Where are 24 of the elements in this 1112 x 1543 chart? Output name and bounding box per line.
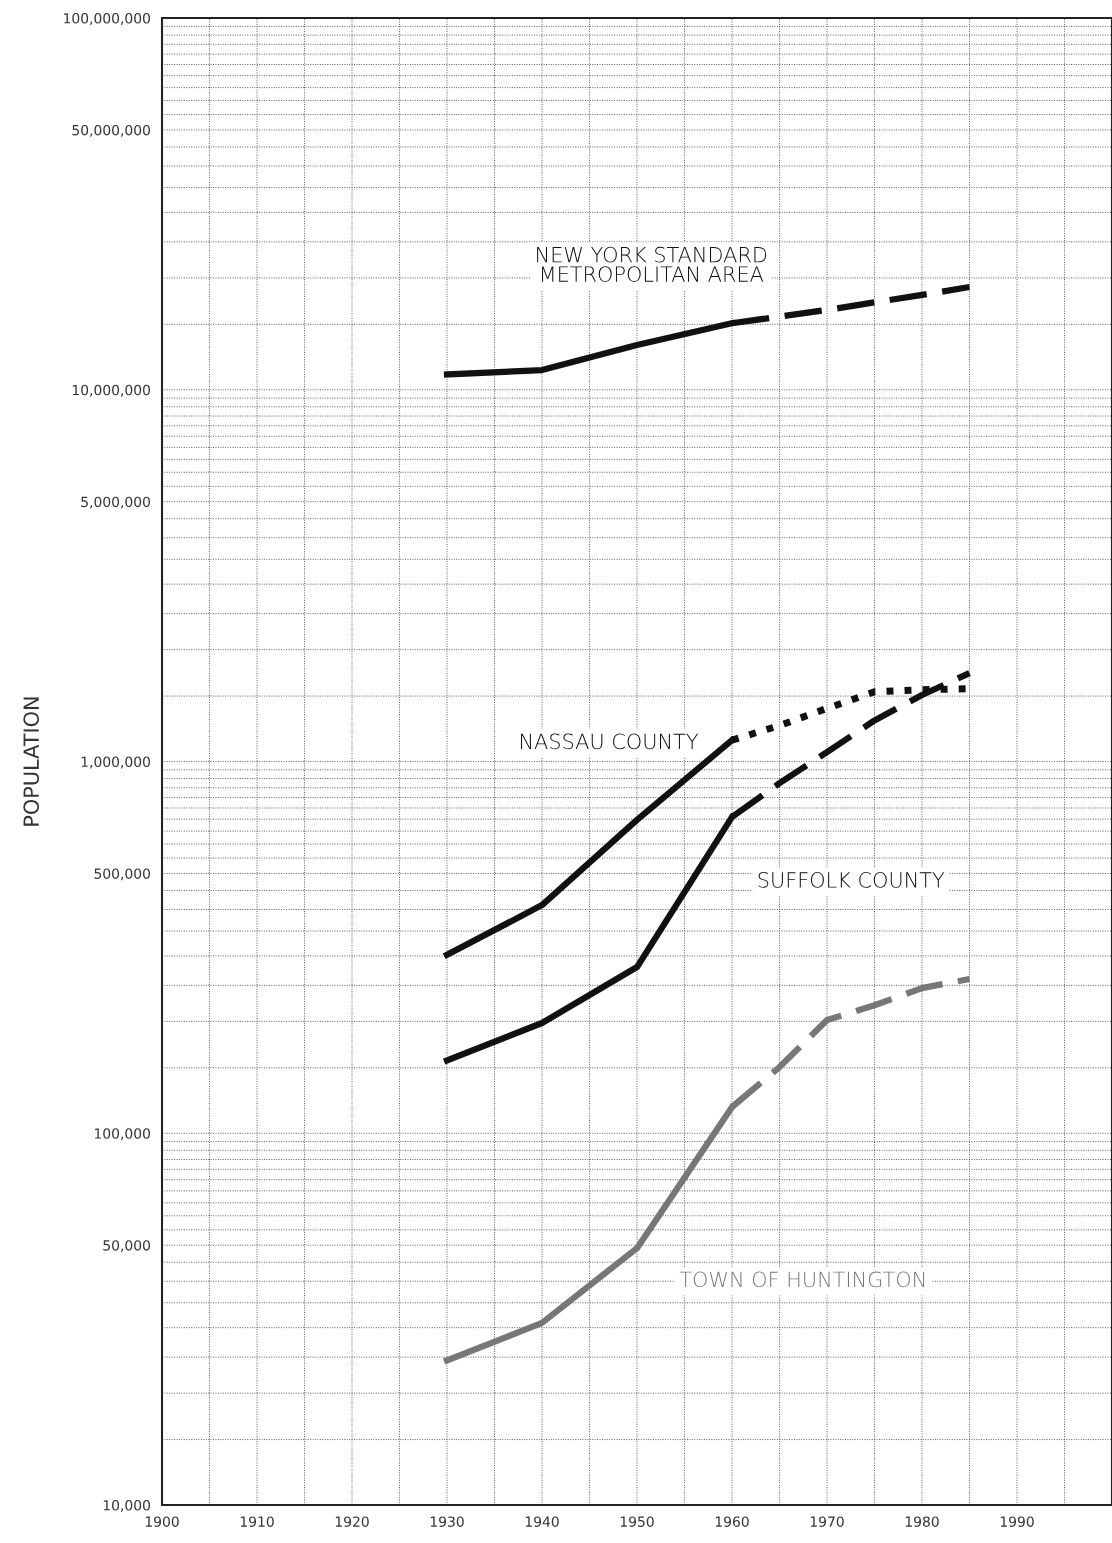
y-tick-label: 100,000 <box>95 1128 150 1141</box>
x-tick-label: 1910 <box>240 1516 274 1527</box>
y-tick-label: 1,000,000 <box>81 756 150 769</box>
text: TOWN OF HUNTINGTON <box>679 1271 925 1288</box>
y-tick-label: 5,000,000 <box>81 496 150 509</box>
text: SUFFOLK COUNTY <box>758 872 945 888</box>
y-tick-label: 50,000 <box>103 1240 150 1253</box>
y-tick-label: 10,000 <box>103 1500 150 1512</box>
y-tick-label: 500,000 <box>94 868 150 881</box>
x-tick-label: 1970 <box>810 1516 844 1527</box>
x-tick-label: 1940 <box>525 1516 559 1527</box>
y-axis-title: POPULATION <box>23 697 40 826</box>
y-tick-label: 100,000,000 <box>64 13 150 25</box>
x-tick-label: 1960 <box>715 1516 749 1527</box>
x-tick-label: 1980 <box>905 1516 939 1527</box>
x-tick-label: 1950 <box>620 1516 654 1527</box>
x-tick-label: 1930 <box>430 1516 464 1527</box>
x-tick-label: 1990 <box>1000 1516 1034 1527</box>
y-tick-label: 10,000,000 <box>72 384 150 397</box>
y-tick-label: 50,000,000 <box>72 124 150 137</box>
series-label: NASSAU COUNTY <box>521 733 699 750</box>
x-tick-label: 1900 <box>145 1516 179 1527</box>
text: NEW YORK STANDARD METROPOLITAN AREA <box>537 246 767 282</box>
x-tick-label: 1920 <box>335 1516 369 1527</box>
